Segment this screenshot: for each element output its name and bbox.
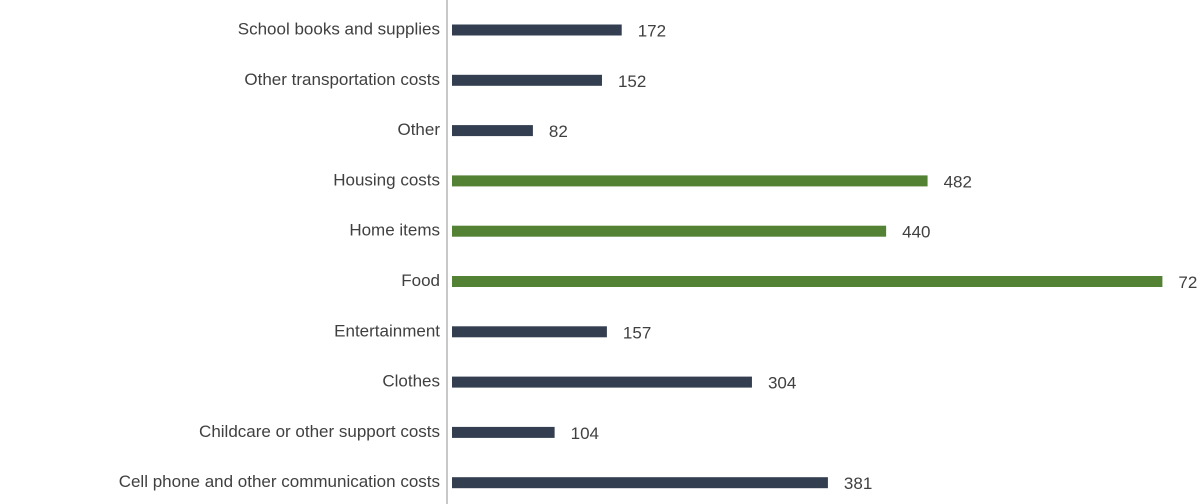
value-label: 381 bbox=[844, 474, 872, 493]
category-label: School books and supplies bbox=[238, 19, 440, 38]
bar bbox=[452, 276, 1163, 287]
category-label: Food bbox=[401, 271, 440, 290]
category-label: Entertainment bbox=[334, 321, 440, 340]
category-label: Cell phone and other communication costs bbox=[119, 472, 440, 491]
bar bbox=[452, 225, 887, 237]
bar bbox=[452, 477, 828, 489]
value-label: 172 bbox=[638, 21, 666, 40]
bar bbox=[452, 175, 928, 187]
value-label: 157 bbox=[623, 323, 651, 342]
category-label: Other transportation costs bbox=[244, 70, 440, 89]
category-label: Other bbox=[397, 120, 440, 139]
value-label: 152 bbox=[618, 72, 646, 91]
bar bbox=[452, 376, 752, 388]
value-label: 482 bbox=[944, 172, 972, 191]
value-label: 304 bbox=[768, 374, 796, 393]
bar bbox=[452, 326, 607, 338]
bar bbox=[452, 125, 533, 137]
bar bbox=[452, 24, 622, 36]
category-label: Housing costs bbox=[333, 170, 440, 189]
value-label: 720 bbox=[1178, 273, 1197, 292]
category-label: Childcare or other support costs bbox=[199, 422, 440, 441]
value-label: 104 bbox=[571, 424, 599, 443]
bar bbox=[452, 74, 602, 86]
bar bbox=[452, 426, 555, 438]
category-label: Clothes bbox=[382, 372, 440, 391]
category-label: Home items bbox=[349, 221, 440, 240]
value-label: 82 bbox=[549, 122, 568, 141]
value-label: 440 bbox=[902, 223, 930, 242]
